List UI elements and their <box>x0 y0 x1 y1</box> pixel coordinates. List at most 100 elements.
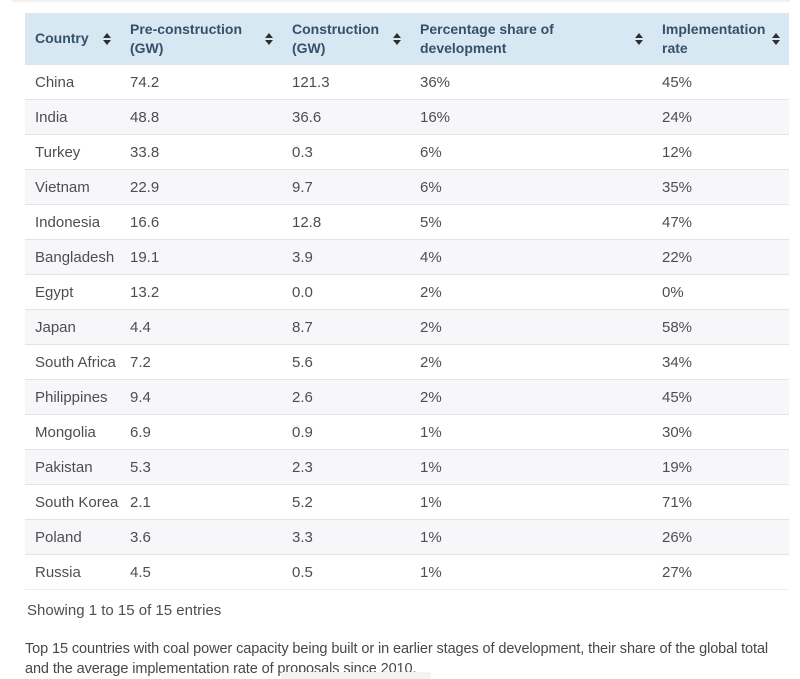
column-header-construction[interactable]: Construction (GW) <box>282 13 410 65</box>
column-header-country[interactable]: Country <box>25 13 120 65</box>
cell-pre-construction-gw: 19.1 <box>120 239 282 275</box>
cell-pre-construction-gw: 3.6 <box>120 519 282 555</box>
cell-share-of-development: 6% <box>410 169 652 205</box>
cell-implementation-rate: 47% <box>652 204 789 240</box>
cell-pre-construction-gw: 9.4 <box>120 379 282 415</box>
cell-share-of-development: 16% <box>410 99 652 135</box>
cell-implementation-rate: 24% <box>652 99 789 135</box>
cell-country: South Korea <box>25 484 120 520</box>
sort-both-icon[interactable] <box>265 32 274 45</box>
cell-implementation-rate: 0% <box>652 274 789 310</box>
cell-share-of-development: 1% <box>410 554 652 590</box>
cell-pre-construction-gw: 48.8 <box>120 99 282 135</box>
cell-construction-gw: 3.9 <box>282 239 410 275</box>
sort-both-icon[interactable] <box>772 32 781 45</box>
cell-share-of-development: 2% <box>410 274 652 310</box>
cell-construction-gw: 36.6 <box>282 99 410 135</box>
cell-pre-construction-gw: 22.9 <box>120 169 282 205</box>
cell-country: Egypt <box>25 274 120 310</box>
cell-construction-gw: 2.6 <box>282 379 410 415</box>
sort-both-icon[interactable] <box>103 32 112 45</box>
cell-country: Pakistan <box>25 449 120 485</box>
table-row: China 74.2 121.3 36% 45% <box>25 64 789 100</box>
cell-implementation-rate: 27% <box>652 554 789 590</box>
table-row: Egypt 13.2 0.0 2% 0% <box>25 274 789 310</box>
cell-implementation-rate: 71% <box>652 484 789 520</box>
cell-country: Poland <box>25 519 120 555</box>
cell-construction-gw: 8.7 <box>282 309 410 345</box>
cell-pre-construction-gw: 4.4 <box>120 309 282 345</box>
column-label: Country <box>35 30 89 46</box>
table-header-row: Country Pre-construction (GW) Constructi… <box>25 13 789 65</box>
table-row: Indonesia 16.6 12.8 5% 47% <box>25 204 789 240</box>
table-row: South Korea 2.1 5.2 1% 71% <box>25 484 789 520</box>
table-row: Vietnam 22.9 9.7 6% 35% <box>25 169 789 205</box>
cell-construction-gw: 12.8 <box>282 204 410 240</box>
cell-pre-construction-gw: 6.9 <box>120 414 282 450</box>
cell-country: China <box>25 64 120 100</box>
cell-share-of-development: 1% <box>410 519 652 555</box>
cell-country: Russia <box>25 554 120 590</box>
cell-implementation-rate: 26% <box>652 519 789 555</box>
cell-implementation-rate: 45% <box>652 379 789 415</box>
cell-implementation-rate: 22% <box>652 239 789 275</box>
sort-both-icon[interactable] <box>635 32 644 45</box>
cell-implementation-rate: 35% <box>652 169 789 205</box>
cell-country: Philippines <box>25 379 120 415</box>
cell-implementation-rate: 45% <box>652 64 789 100</box>
column-label: Percentage share of development <box>420 20 554 56</box>
table-row: South Africa 7.2 5.6 2% 34% <box>25 344 789 380</box>
cell-construction-gw: 121.3 <box>282 64 410 100</box>
table-body: China 74.2 121.3 36% 45% India 48.8 36.6… <box>25 64 789 590</box>
cell-implementation-rate: 30% <box>652 414 789 450</box>
cell-construction-gw: 9.7 <box>282 169 410 205</box>
cell-share-of-development: 36% <box>410 64 652 100</box>
cell-construction-gw: 5.6 <box>282 344 410 380</box>
column-header-share-of-development[interactable]: Percentage share of development <box>410 13 652 65</box>
table-row: Poland 3.6 3.3 1% 26% <box>25 519 789 555</box>
cell-construction-gw: 0.3 <box>282 134 410 170</box>
cell-pre-construction-gw: 5.3 <box>120 449 282 485</box>
cell-implementation-rate: 12% <box>652 134 789 170</box>
cell-pre-construction-gw: 13.2 <box>120 274 282 310</box>
sort-both-icon[interactable] <box>393 32 402 45</box>
cell-share-of-development: 2% <box>410 309 652 345</box>
cell-country: Indonesia <box>25 204 120 240</box>
cell-construction-gw: 2.3 <box>282 449 410 485</box>
cell-country: Vietnam <box>25 169 120 205</box>
table-row: Philippines 9.4 2.6 2% 45% <box>25 379 789 415</box>
coal-capacity-table: Country Pre-construction (GW) Constructi… <box>25 13 789 590</box>
cell-pre-construction-gw: 2.1 <box>120 484 282 520</box>
cell-country: India <box>25 99 120 135</box>
cell-construction-gw: 3.3 <box>282 519 410 555</box>
cell-share-of-development: 1% <box>410 484 652 520</box>
cell-construction-gw: 0.9 <box>282 414 410 450</box>
cell-share-of-development: 1% <box>410 414 652 450</box>
column-label: Implementation rate <box>662 20 766 56</box>
cell-implementation-rate: 58% <box>652 309 789 345</box>
cell-pre-construction-gw: 16.6 <box>120 204 282 240</box>
cell-implementation-rate: 34% <box>652 344 789 380</box>
cropped-element-top <box>12 0 790 2</box>
cell-country: Turkey <box>25 134 120 170</box>
cell-share-of-development: 4% <box>410 239 652 275</box>
cell-share-of-development: 2% <box>410 344 652 380</box>
table-row: Japan 4.4 8.7 2% 58% <box>25 309 789 345</box>
table-row: Turkey 33.8 0.3 6% 12% <box>25 134 789 170</box>
cell-pre-construction-gw: 74.2 <box>120 64 282 100</box>
table-row: Russia 4.5 0.5 1% 27% <box>25 554 789 590</box>
cell-pre-construction-gw: 7.2 <box>120 344 282 380</box>
cropped-element-bottom <box>281 672 431 679</box>
cell-country: Japan <box>25 309 120 345</box>
column-header-pre-construction[interactable]: Pre-construction (GW) <box>120 13 282 65</box>
column-label: Pre-construction (GW) <box>130 20 243 56</box>
cell-pre-construction-gw: 4.5 <box>120 554 282 590</box>
table-row: India 48.8 36.6 16% 24% <box>25 99 789 135</box>
cell-construction-gw: 0.0 <box>282 274 410 310</box>
table-row: Pakistan 5.3 2.3 1% 19% <box>25 449 789 485</box>
table-row: Mongolia 6.9 0.9 1% 30% <box>25 414 789 450</box>
cell-construction-gw: 0.5 <box>282 554 410 590</box>
column-header-implementation-rate[interactable]: Implementation rate <box>652 13 789 65</box>
cell-country: Bangladesh <box>25 239 120 275</box>
